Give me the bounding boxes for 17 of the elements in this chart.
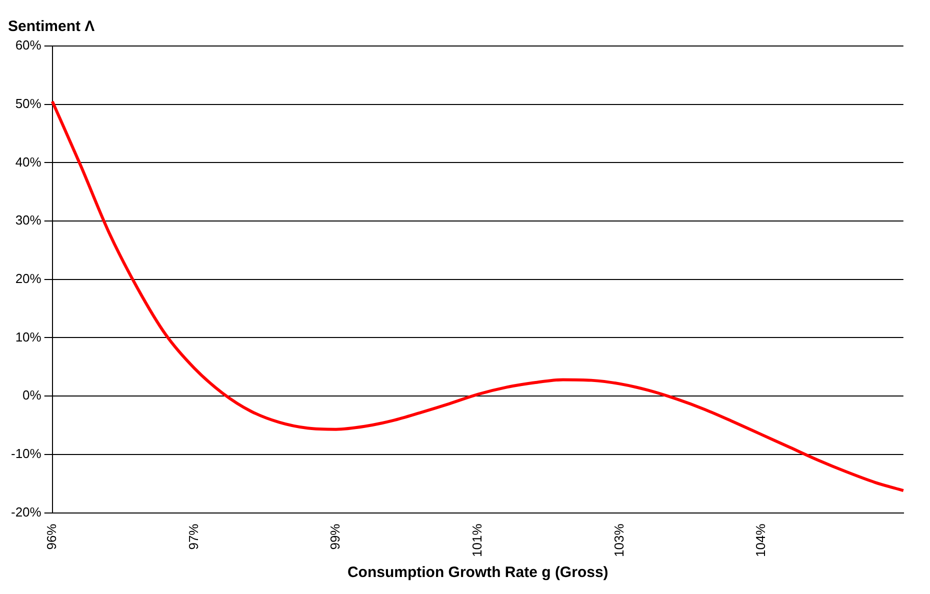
y-tick-label: 50%	[15, 96, 42, 111]
x-tick-label: 104%	[753, 523, 768, 557]
x-axis-title: Consumption Growth Rate g (Gross)	[347, 564, 608, 582]
y-tick-label: 60%	[15, 38, 42, 53]
x-tick-label: 97%	[186, 523, 201, 550]
y-tick-label: 40%	[15, 154, 42, 170]
y-axis-title: Sentiment Λ	[8, 18, 95, 36]
y-tick-label: 30%	[15, 212, 42, 228]
y-tick-label: 20%	[15, 270, 42, 286]
x-tick-label: 103%	[611, 523, 626, 557]
y-tick-label: -20%	[10, 504, 42, 520]
x-tick-label: 96%	[44, 523, 59, 550]
x-tick-label: 101%	[469, 523, 484, 557]
y-tick-label: 0%	[22, 388, 42, 403]
y-tick-label: 10%	[15, 329, 42, 344]
x-tick-label: 99%	[328, 523, 343, 550]
y-tick-label: -10%	[10, 446, 42, 461]
